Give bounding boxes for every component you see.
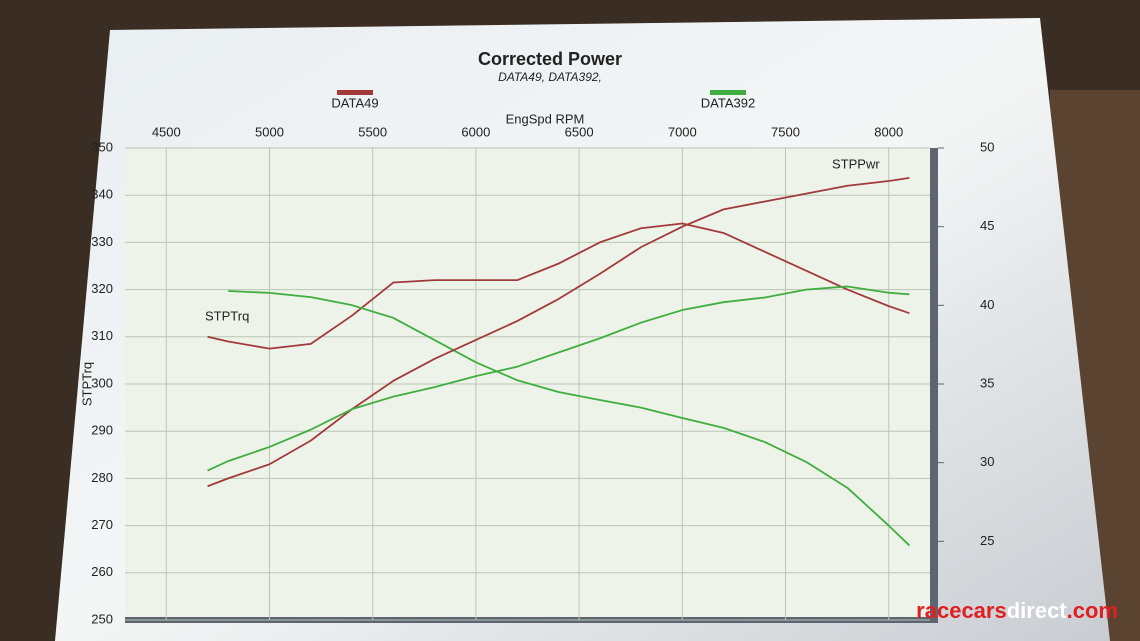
legend-label: DATA49: [331, 95, 378, 110]
annotation: STPTrq: [205, 308, 249, 323]
y2-tick-label: 30: [980, 454, 994, 469]
y-tick-label: 330: [91, 234, 113, 249]
chart-subtitle: DATA49, DATA392,: [498, 70, 602, 84]
series-line: [207, 285, 910, 472]
y2-tick-label: 50: [980, 139, 994, 154]
grid: [125, 147, 930, 621]
y2-tick-label: 25: [980, 533, 994, 548]
chart-title: Corrected Power: [478, 49, 622, 69]
x-tick-label: 5500: [358, 124, 387, 139]
y-tick-label: 300: [91, 375, 113, 390]
legend-swatch: [710, 90, 746, 95]
y-tick-label: 310: [91, 328, 113, 343]
series-line: [228, 290, 910, 547]
watermark-part: direct: [1007, 598, 1068, 623]
y-tick-label: 290: [91, 423, 113, 438]
y-tick-label: 280: [91, 470, 113, 485]
y-tick-label: 250: [91, 611, 113, 626]
y2-tick-label: 40: [980, 297, 994, 312]
series-line: [207, 222, 910, 350]
watermark-part: .com: [1067, 598, 1118, 623]
y-tick-label: 340: [91, 187, 113, 202]
y-tick-label: 320: [91, 281, 113, 296]
y-tick-label: 350: [91, 139, 113, 154]
x-axis-label: EngSpd RPM: [506, 111, 585, 126]
x-tick-label: 6000: [461, 124, 490, 139]
y-tick-label: 270: [91, 517, 113, 532]
x-tick-label: 6500: [565, 124, 594, 139]
watermark-text: racecarsdirect.com: [916, 598, 1118, 623]
series-line: [207, 177, 910, 488]
watermark: racecarsdirect.com: [916, 598, 1118, 623]
x-tick-label: 7000: [668, 124, 697, 139]
y2-tick-label: 45: [980, 218, 994, 233]
y-axis-label: STPTrq: [79, 362, 94, 406]
x-tick-label: 5000: [255, 124, 284, 139]
y2-tick-label: 35: [980, 375, 994, 390]
legend-swatch: [337, 90, 373, 95]
y-tick-label: 260: [91, 564, 113, 579]
x-tick-label: 4500: [152, 124, 181, 139]
legend-label: DATA392: [701, 95, 755, 110]
annotation: STPPwr: [832, 156, 880, 171]
right-axis-bar: [930, 148, 938, 620]
watermark-part: racecars: [916, 598, 1007, 623]
x-tick-label: 8000: [874, 124, 903, 139]
x-tick-label: 7500: [771, 124, 800, 139]
